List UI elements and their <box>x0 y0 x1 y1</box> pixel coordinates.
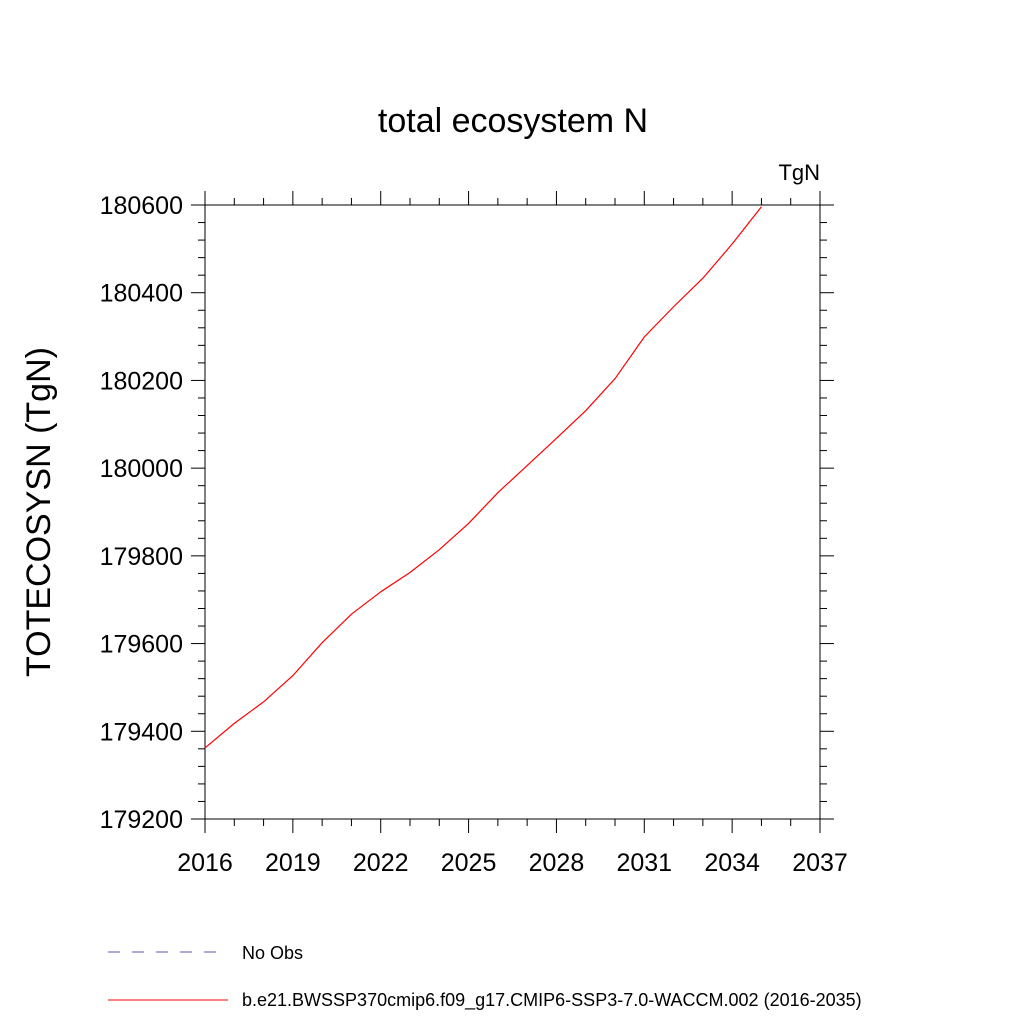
series-layer <box>204 206 762 749</box>
axis-tick-labels: 2016 2019 2022 2025 2028 2031 2034 2037 179200 17… <box>100 192 848 877</box>
x-tick-label: 2025 <box>441 849 497 877</box>
y-axis-label: TOTECOSYSN (TgN) <box>20 347 58 677</box>
units-label: TgN <box>778 160 820 185</box>
legend: No Obs b.e21.BWSSP370cmip6.f09_g17.CMIP6… <box>108 943 862 1011</box>
y-tick-label: 179600 <box>100 631 183 659</box>
x-tick-label: 2022 <box>353 849 409 877</box>
y-tick-label: 180000 <box>100 455 183 483</box>
x-tick-label: 2028 <box>529 849 585 877</box>
legend-label-no-obs: No Obs <box>242 943 303 963</box>
y-tick-label: 179800 <box>100 543 183 571</box>
y-tick-label: 180400 <box>100 280 183 308</box>
x-tick-label: 2031 <box>616 849 672 877</box>
plot-frame <box>204 204 821 820</box>
y-tick-label: 179400 <box>100 718 183 746</box>
chart-title: total ecosystem N <box>378 102 648 140</box>
legend-label-model-run: b.e21.BWSSP370cmip6.f09_g17.CMIP6-SSP3-7… <box>242 990 862 1011</box>
x-tick-label: 2037 <box>792 849 848 877</box>
y-tick-label: 179200 <box>100 806 183 834</box>
series-line <box>204 206 762 749</box>
x-tick-label: 2016 <box>177 849 233 877</box>
y-tick-label: 180200 <box>100 367 183 395</box>
axis-ticks <box>191 191 834 833</box>
x-tick-label: 2034 <box>704 849 760 877</box>
y-tick-label: 180600 <box>100 192 183 220</box>
x-tick-label: 2019 <box>265 849 321 877</box>
